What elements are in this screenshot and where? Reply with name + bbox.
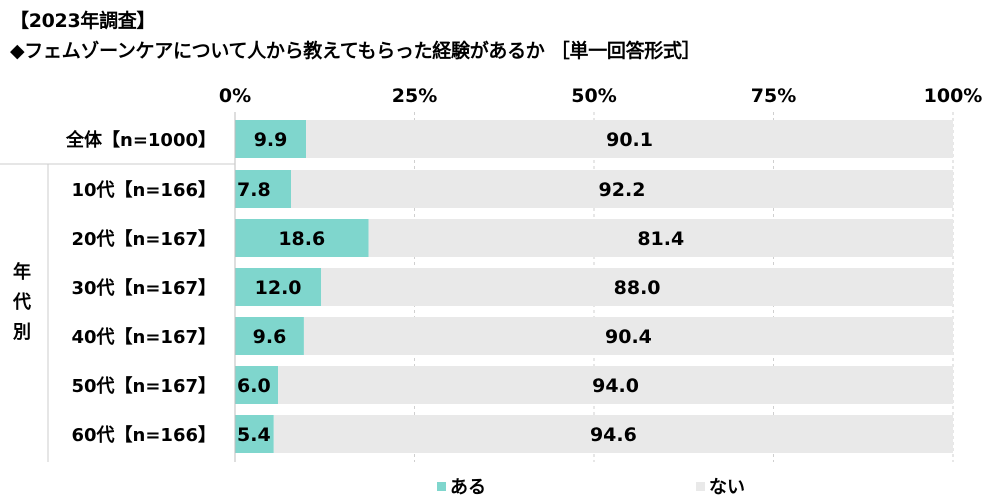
chart-title-line-1: 【2023年調査】	[10, 10, 156, 32]
bar-nai-0	[306, 120, 953, 158]
category-label-6: 60代【n=166】	[71, 425, 216, 446]
bar-nai-4	[303, 317, 954, 355]
bar-aru-1	[235, 170, 292, 208]
x-tick-label-3: 75%	[751, 85, 796, 107]
legend-swatch-nai	[696, 481, 705, 491]
bar-aru-6	[235, 415, 274, 453]
category-label-3: 30代【n=167】	[71, 278, 216, 299]
data-label-nai-0: 90.1	[606, 129, 653, 151]
data-label-nai-2: 81.4	[637, 228, 684, 250]
x-tick-label-1: 25%	[392, 85, 437, 107]
category-label-2: 20代【n=167】	[71, 229, 216, 250]
bar-aru-3	[235, 268, 322, 306]
data-label-nai-4: 90.4	[605, 326, 652, 348]
category-label-0: 全体【n=1000】	[65, 129, 216, 151]
x-tick-label-0: 0%	[219, 85, 251, 107]
data-label-aru-5: 6.0	[237, 375, 271, 397]
bar-nai-3	[321, 268, 953, 306]
bar-nai-1	[291, 170, 953, 208]
data-label-aru-4: 9.6	[253, 326, 287, 348]
bar-nai-2	[368, 219, 954, 257]
group-label-char-0: 年	[13, 261, 31, 283]
data-label-nai-6: 94.6	[590, 424, 637, 446]
group-label-char-2: 別	[13, 322, 31, 343]
x-tick-label-4: 100%	[924, 85, 983, 107]
category-label-1: 10代【n=166】	[71, 180, 216, 201]
data-label-aru-2: 18.6	[278, 228, 325, 250]
data-label-nai-1: 92.2	[599, 179, 646, 201]
data-label-aru-1: 7.8	[237, 179, 271, 201]
data-label-nai-5: 94.0	[592, 375, 639, 397]
category-label-5: 50代【n=167】	[71, 376, 216, 397]
category-label-4: 40代【n=167】	[71, 327, 216, 348]
bar-aru-5	[235, 366, 279, 404]
bar-aru-4	[235, 317, 304, 355]
chart-title-line-2: ◆フェムゾーンケアについて人から教えてもらった経験があるか ［単一回答形式］	[10, 40, 701, 62]
data-label-aru-0: 9.9	[254, 129, 288, 151]
legend-item-aru: ある	[437, 473, 486, 499]
bar-aru-2	[235, 219, 369, 257]
bar-nai-5	[278, 366, 954, 404]
bar-nai-6	[273, 415, 954, 453]
data-label-aru-6: 5.4	[237, 424, 271, 446]
legend-swatch-aru	[437, 481, 446, 491]
x-tick-label-2: 50%	[571, 85, 616, 107]
group-label-char-1: 代	[12, 292, 31, 313]
legend-label-aru: ある	[450, 477, 486, 498]
legend-label-nai: ない	[709, 477, 745, 498]
data-label-nai-3: 88.0	[614, 277, 661, 299]
legend-item-nai: ない	[696, 473, 745, 499]
data-label-aru-3: 12.0	[255, 277, 302, 299]
bar-aru-0	[235, 120, 307, 158]
